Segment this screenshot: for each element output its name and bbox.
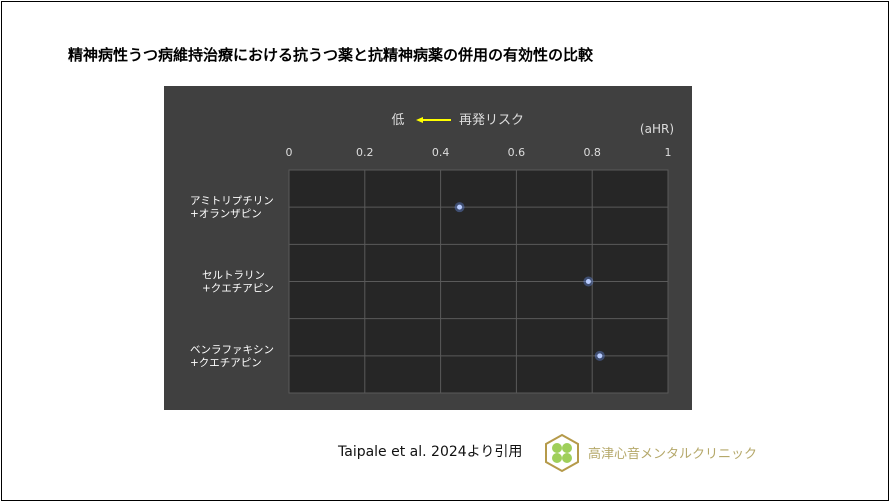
x-tick-label: 0.2: [356, 146, 374, 159]
category-label: +クエチアピン: [190, 357, 262, 369]
annotation-risk: 再発リスク: [459, 113, 524, 128]
x-tick-label: 0.6: [508, 146, 526, 159]
unit-label: (aHR): [640, 122, 674, 136]
slide-title: 精神病性うつ病維持治療における抗うつ薬と抗精神病薬の併用の有効性の比較: [68, 46, 594, 64]
category-label: セルトラリン: [202, 270, 265, 282]
arrow-left-icon: [416, 117, 423, 123]
x-tick-label: 1: [665, 146, 672, 159]
x-tick-label: 0: [286, 146, 293, 159]
category-label: +クエチアピン: [202, 283, 274, 295]
category-label: +オランザピン: [190, 208, 262, 220]
clinic-logo-icon: [545, 433, 579, 473]
x-tick-label: 0.4: [432, 146, 450, 159]
x-tick-label: 0.8: [583, 146, 601, 159]
chart: 0 0.2 0.4 0.6 0.8 1 低 再発リスク (aHR) アミトリプチリン+オランザピン…: [190, 113, 674, 394]
category-label: ベンラファキシン: [190, 344, 274, 356]
clinic-name: 高津心音メンタルクリニック: [588, 447, 758, 462]
category-label: アミトリプチリン: [190, 195, 274, 207]
data-point: [457, 204, 463, 210]
data-point: [585, 279, 591, 284]
citation: Taipale et al. 2024より引用: [338, 444, 523, 460]
chart-panel: 0 0.2 0.4 0.6 0.8 1 低 再発リスク (aHR) アミトリプチリン +オランザピン…: [164, 86, 692, 410]
data-point: [597, 353, 603, 359]
annotation-low: 低: [391, 113, 404, 128]
